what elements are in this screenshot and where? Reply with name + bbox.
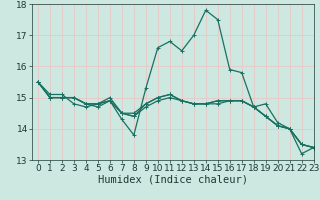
X-axis label: Humidex (Indice chaleur): Humidex (Indice chaleur) bbox=[98, 175, 248, 185]
